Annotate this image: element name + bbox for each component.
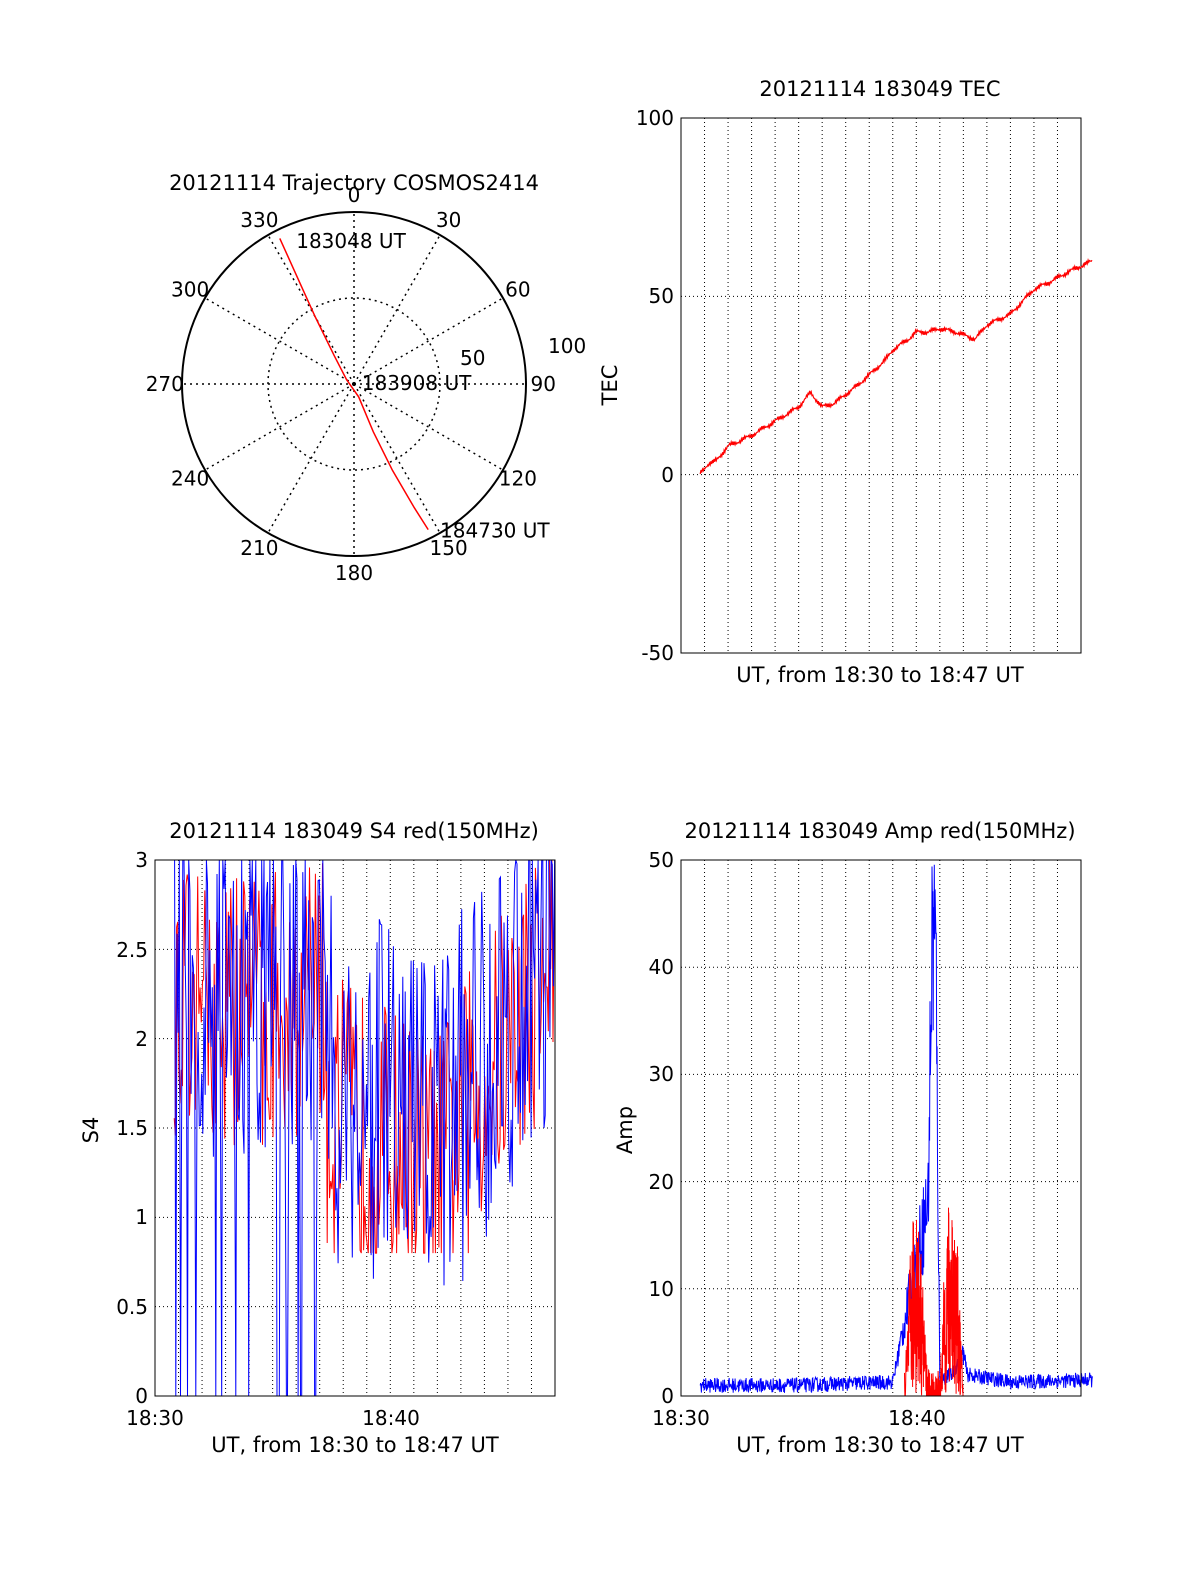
s4-ylabel: S4 — [79, 1117, 103, 1144]
amp-ytick: 30 — [649, 1062, 674, 1086]
tec-ytick: 0 — [661, 463, 674, 487]
angle-label: 330 — [240, 208, 278, 232]
tec-xlabel: UT, from 18:30 to 18:47 UT — [736, 663, 1024, 687]
amp-ytick: 20 — [649, 1170, 674, 1194]
polar-grid-spoke — [353, 383, 504, 471]
s4-ytick: 0 — [135, 1384, 148, 1408]
s4-ytick: 0.5 — [116, 1295, 148, 1319]
amp-xlabel: UT, from 18:30 to 18:47 UT — [736, 1433, 1024, 1457]
angle-label: 60 — [505, 277, 530, 301]
angle-label: 90 — [530, 372, 555, 396]
polar-outer-circle — [181, 211, 527, 557]
s4-title: 20121114 183049 S4 red(150MHz) — [169, 819, 539, 843]
polar-annotations: 183048 UT 183908 UT 184730 UT — [296, 229, 550, 543]
polar-grid — [182, 212, 526, 556]
s4-xtick: 18:30 — [126, 1406, 184, 1430]
amp-grid — [681, 860, 1081, 1396]
polar-panel: 20121114 Trajectory COSMOS2414 0 30 60 9… — [146, 171, 586, 585]
amp-red-series-line — [904, 1207, 964, 1397]
angle-label: 120 — [499, 467, 537, 491]
s4-series — [173, 859, 556, 1397]
amp-title: 20121114 183049 Amp red(150MHz) — [684, 819, 1075, 843]
radial-label-100: 100 — [548, 334, 586, 358]
amp-panel: 20121114 183049 Amp red(150MHz) 50 40 30… — [613, 819, 1093, 1457]
amp-ytick: 10 — [649, 1277, 674, 1301]
amp-ylabel: Amp — [613, 1106, 637, 1154]
trajectory-line — [279, 238, 429, 531]
amp-xtick: 18:40 — [888, 1406, 946, 1430]
amp-ytick: 40 — [649, 955, 674, 979]
s4-xlabel: UT, from 18:30 to 18:47 UT — [211, 1433, 499, 1457]
angle-label: 240 — [171, 467, 209, 491]
angle-label: 0 — [348, 183, 361, 207]
amp-plot-frame — [680, 859, 1082, 1397]
s4-ytick: 1 — [135, 1205, 148, 1229]
s4-panel: 20121114 183049 S4 red(150MHz) 3 2.5 2 1… — [79, 819, 556, 1457]
angle-label: 150 — [430, 536, 468, 560]
angle-label: 210 — [240, 536, 278, 560]
trajectory-start-label: 183048 UT — [296, 229, 406, 253]
tec-title: 20121114 183049 TEC — [759, 77, 1000, 101]
trajectory-mid-label: 183908 UT — [362, 371, 472, 395]
s4-ytick: 2 — [135, 1027, 148, 1051]
polar-grid-spoke — [353, 383, 441, 534]
polar-title: 20121114 Trajectory COSMOS2414 — [169, 171, 539, 195]
tec-ytick: -50 — [641, 641, 674, 665]
s4-xtick: 18:40 — [362, 1406, 420, 1430]
s4-ytick: 2.5 — [116, 938, 148, 962]
s4-ytick: 1.5 — [116, 1116, 148, 1140]
polar-grid-spoke — [353, 297, 504, 385]
amp-xtick: 18:30 — [652, 1406, 710, 1430]
polar-grid-spoke — [267, 383, 355, 534]
tec-grid — [681, 118, 1081, 653]
polar-angle-labels: 0 30 60 90 120 150 180 210 240 270 300 3… — [146, 183, 556, 585]
tec-plot-frame — [680, 117, 1082, 654]
angle-label: 270 — [146, 372, 184, 396]
amp-ytick: 0 — [661, 1384, 674, 1408]
angle-label: 30 — [436, 208, 461, 232]
tec-ylabel: TEC — [598, 365, 622, 407]
s4-plot-frame — [154, 859, 556, 1397]
s4-ytick: 3 — [135, 848, 148, 872]
trajectory-end-label: 184730 UT — [440, 518, 550, 542]
tec-ytick: 50 — [649, 284, 674, 308]
amp-blue-series-line — [699, 864, 1093, 1394]
polar-grid-spoke — [353, 234, 441, 385]
polar-grid-spoke — [267, 234, 355, 385]
tec-series-line — [699, 258, 1093, 475]
tec-panel: 20121114 183049 TEC 100 50 0 -50 TEC UT,… — [598, 77, 1093, 687]
angle-label: 300 — [171, 277, 209, 301]
tec-ytick: 100 — [636, 106, 674, 130]
polar-grid-spoke — [204, 297, 355, 385]
s4-blue-series-line — [174, 859, 556, 1397]
amp-ytick: 50 — [649, 848, 674, 872]
radial-label-50: 50 — [460, 346, 485, 370]
angle-label: 180 — [335, 561, 373, 585]
polar-grid-spoke — [204, 383, 355, 471]
